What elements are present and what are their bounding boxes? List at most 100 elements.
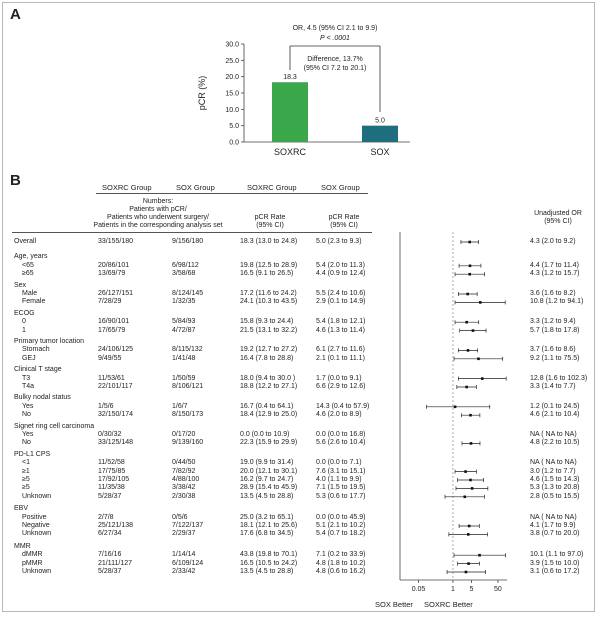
forest-soxrc-rate: 28.9 (15.4 to 45.9)	[240, 484, 298, 492]
forest-or-text: 5.7 (1.8 to 17.8)	[530, 326, 580, 334]
forest-soxrc-rate: 16.5 (9.1 to 26.5)	[240, 270, 294, 278]
header-rule	[96, 193, 368, 194]
panel-a-label: A	[10, 6, 21, 23]
forest-row-label: 1	[22, 326, 26, 334]
forest-soxrc-rate: 0.0 (0.0 to 10.9)	[240, 431, 290, 438]
forest-row-label: Male	[22, 290, 38, 297]
bar-category-label: SOXRC	[274, 147, 307, 157]
header-or-ci: (95% CI)	[544, 218, 572, 225]
forest-soxrc-numbers: 1/5/6	[98, 402, 114, 410]
forest-group-label: Sex	[14, 281, 27, 289]
forest-or-text: 3.9 (1.5 to 10.0)	[530, 559, 580, 567]
bar-ytick-label: 15.0	[225, 91, 239, 98]
forest-row-label: Positive	[22, 513, 47, 521]
forest-sox-rate: 2.1 (0.1 to 11.1)	[316, 354, 365, 362]
forest-sox-numbers: 4/88/100	[172, 476, 200, 483]
forest-or-text: 5.3 (1.3 to 20.8)	[530, 484, 580, 492]
forest-group-label: Primary tumor location	[14, 338, 85, 345]
header-pcr-rate-soxrc: pCR Rate	[254, 214, 286, 221]
forest-or-text: 3.8 (0.7 to 20.0)	[530, 530, 580, 538]
forest-or-text: 4.3 (2.0 to 9.2)	[530, 238, 576, 245]
forest-row-label: Overall	[14, 238, 37, 245]
forest-soxrc-rate: 18.8 (12.2 to 27.1)	[240, 383, 298, 390]
forest-or-text: 4.8 (2.2 to 10.5)	[530, 439, 580, 447]
bar-ytick-label: 5.0	[229, 123, 239, 130]
forest-sox-rate: 5.1 (2.1 to 10.2)	[316, 522, 366, 529]
forest-sox-rate: 5.0 (2.3 to 9.3)	[316, 238, 362, 245]
forest-sox-rate: 7.1 (0.2 to 33.9)	[316, 551, 366, 559]
forest-or-text: 1.2 (0.1 to 24.5)	[530, 402, 580, 410]
forest-or-text: 9.2 (1.1 to 75.5)	[530, 354, 580, 362]
forest-row-label: 0	[22, 318, 26, 326]
forest-sox-numbers: 7/82/92	[172, 467, 196, 475]
forest-sox-rate: 0.0 (0.0 to 7.1)	[316, 459, 362, 467]
forest-sox-rate: 4.8 (0.6 to 16.2)	[316, 568, 366, 575]
forest-sox-numbers: 0/44/50	[172, 459, 196, 467]
forest-row-label: Female	[22, 298, 46, 306]
forest-soxrc-rate: 16.7 (0.4 to 64.1)	[240, 402, 294, 410]
forest-row-label: No	[22, 439, 31, 447]
forest-sox-numbers: 1/32/35	[172, 298, 196, 306]
bar-value-label: 5.0	[375, 118, 385, 125]
forest-sox-numbers: 6/109/124	[172, 559, 204, 567]
bar-sox	[362, 125, 398, 142]
forest-soxrc-numbers: 21/111/127	[98, 559, 132, 567]
annotation-diff-2: (95% CI 7.2 to 20.1)	[304, 65, 367, 72]
forest-row-label: Unknown	[22, 530, 52, 538]
forest-soxrc-rate: 13.5 (4.5 to 28.8)	[240, 568, 294, 575]
forest-row-label: Yes	[22, 431, 34, 438]
forest-sox-rate: 6.1 (2.7 to 11.6)	[316, 346, 365, 354]
label-sox-better: SOX Better	[375, 600, 413, 609]
forest-soxrc-numbers: 9/49/55	[98, 354, 122, 362]
forest-soxrc-rate: 43.8 (19.8 to 70.1)	[240, 551, 298, 559]
forest-sox-rate: 5.3 (0.6 to 17.7)	[316, 492, 366, 500]
bar-ytick-label: 25.0	[225, 58, 239, 65]
forest-row-label: Stomach	[22, 346, 50, 354]
forest-row-label: Unknown	[22, 568, 52, 575]
forest-or-text: 3.3 (1.2 to 9.4)	[530, 318, 576, 326]
forest-sox-numbers: 0/17/20	[172, 431, 196, 438]
forest-soxrc-numbers: 16/90/101	[98, 318, 130, 326]
forest-sox-rate: 5.4 (1.8 to 12.1)	[316, 318, 366, 326]
forest-soxrc-numbers: 33/125/148	[98, 439, 134, 447]
forest-soxrc-numbers: 22/101/117	[98, 383, 133, 390]
header-numbers-2: Patients with pCR/	[129, 206, 187, 213]
forest-row-label: pMMR	[22, 559, 43, 567]
forest-sox-rate: 4.4 (0.9 to 12.4)	[316, 270, 366, 278]
forest-soxrc-numbers: 7/16/16	[98, 551, 122, 559]
forest-group-label: Age, years	[14, 253, 48, 261]
forest-soxrc-rate: 18.3 (13.0 to 24.8)	[240, 238, 298, 245]
forest-soxrc-rate: 13.5 (4.5 to 28.8)	[240, 492, 294, 500]
forest-row-label: <1	[22, 459, 30, 467]
forest-row-label: ≥65	[22, 270, 34, 278]
bar-ytick-label: 10.0	[225, 107, 239, 114]
forest-soxrc-rate: 18.0 (9.4 to 30.0 )	[240, 374, 296, 382]
forest-or-text: 3.0 (1.2 to 7.7)	[530, 467, 576, 475]
figure-frame	[2, 2, 595, 612]
forest-sox-numbers: 8/106/121	[172, 383, 204, 390]
forest-sox-rate: 5.4 (2.0 to 11.3)	[316, 261, 365, 269]
forest-soxrc-numbers: 13/69/79	[98, 270, 126, 278]
annotation-or: OR, 4.5 (95% CI 2.1 to 9.9)	[293, 25, 378, 32]
forest-sox-rate: 5.4 (0.7 to 18.2)	[316, 530, 366, 538]
forest-soxrc-numbers: 0/30/32	[98, 431, 122, 438]
forest-soxrc-rate: 24.1 (10.3 to 43.5)	[240, 298, 298, 306]
forest-soxrc-rate: 18.1 (12.1 to 25.6)	[240, 522, 298, 529]
bar-chart: pCR (%) 0.0 5.0 10.0 15.0 20.0 25.0 30.0 18.3 SO…	[197, 25, 410, 157]
bar-ytick-label: 20.0	[225, 74, 239, 81]
forest-row-label: T4a	[22, 383, 35, 390]
forest-sox-rate: 5.6 (2.6 to 10.4)	[316, 439, 366, 447]
header-numbers-1: Numbers:	[142, 198, 174, 205]
forest-sox-numbers: 5/84/93	[172, 318, 196, 326]
forest-soxrc-numbers: 32/150/174	[98, 411, 134, 419]
header-pcr-ci-sox: (95% CI)	[330, 222, 358, 229]
forest-soxrc-numbers: 33/155/180	[98, 238, 134, 245]
header-pcr-rate-sox: pCR Rate	[328, 214, 360, 221]
forest-or-text: 4.6 (1.5 to 14.3)	[530, 476, 580, 483]
forest-soxrc-rate: 16.2 (9.7 to 24.7)	[240, 476, 294, 483]
forest-sox-numbers: 4/72/87	[172, 326, 196, 334]
forest-group-label: PD-L1 CPS	[14, 450, 51, 458]
forest-or-text: 4.3 (1.2 to 15.7)	[530, 270, 580, 278]
header-numbers-4: Patients in the corresponding analysis s…	[93, 222, 223, 229]
forest-sox-numbers: 2/29/37	[172, 530, 196, 538]
